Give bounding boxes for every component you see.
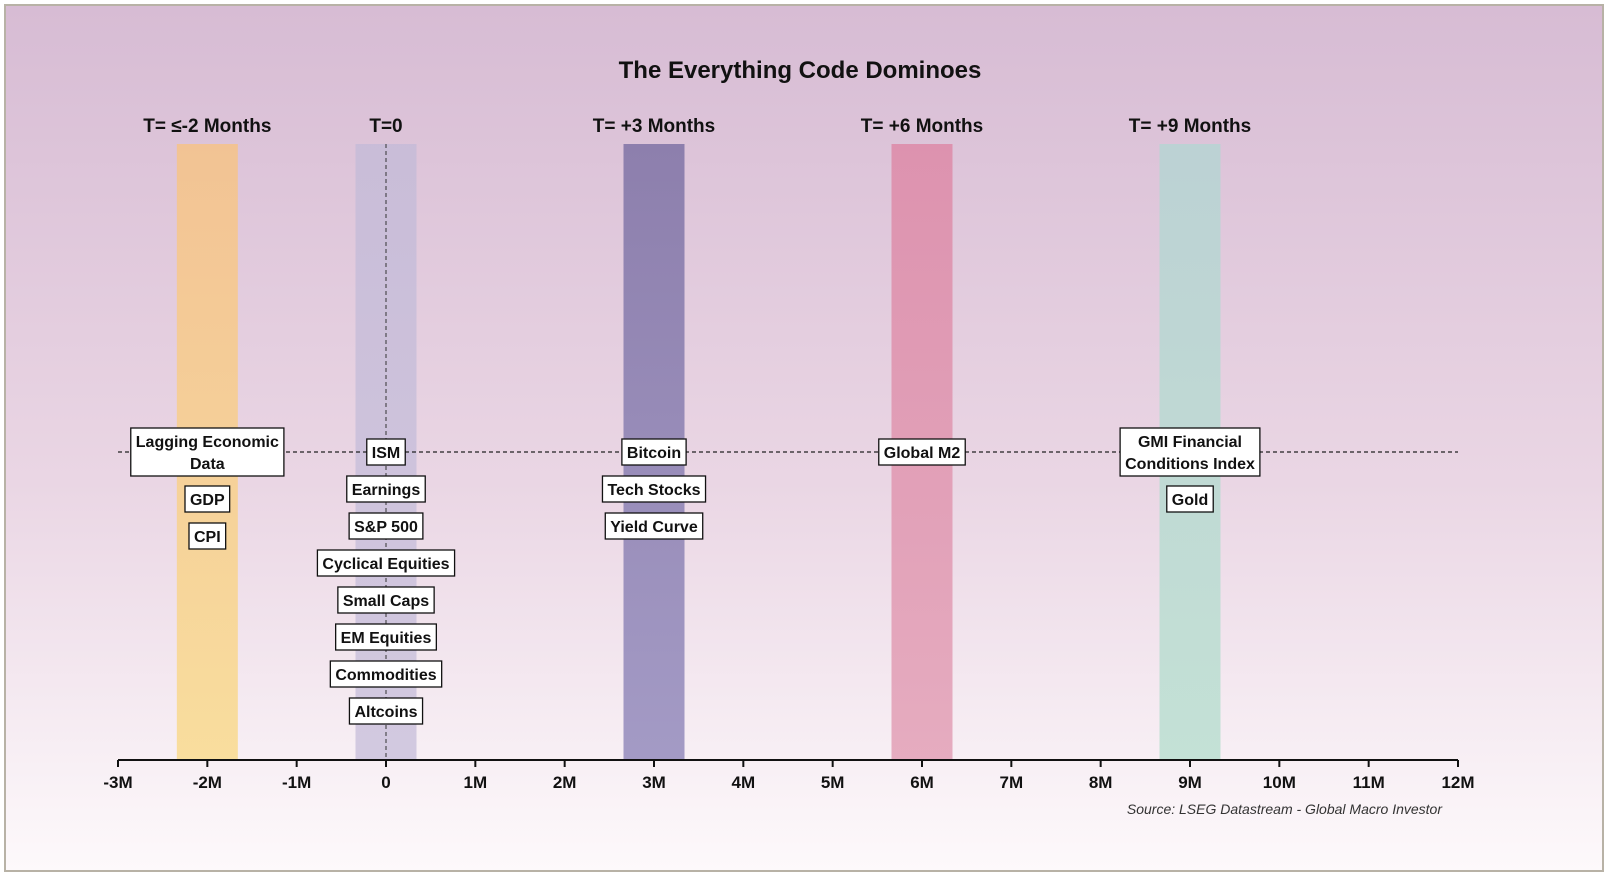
label-box-global-m2: Global M2 — [878, 438, 966, 466]
x-tick-label: 4M — [732, 773, 756, 792]
source-note: Source: LSEG Datastream - Global Macro I… — [1127, 801, 1443, 817]
column-header: T= +6 Months — [861, 116, 983, 137]
label-box-em-equities: EM Equities — [335, 623, 437, 651]
label-box-gdp: GDP — [184, 485, 231, 513]
column-header: T= +3 Months — [593, 116, 715, 137]
label-box-ism: ISM — [366, 438, 406, 466]
label-box-text: GDP — [190, 492, 225, 509]
label-box-earnings: Earnings — [346, 475, 426, 503]
chart-svg: T= ≤-2 Months T=0 T= +3 Months T= +6 Months… — [6, 6, 1602, 870]
label-box-frame — [188, 522, 227, 550]
label-box-commodities: Commodities — [329, 660, 443, 688]
label-box-text: Gold — [1172, 492, 1208, 509]
label-box-text: EM Equities — [341, 630, 432, 647]
label-box-text: Commodities — [335, 667, 436, 684]
column-header: T= +9 Months — [1129, 116, 1251, 137]
label-box-frame — [878, 438, 966, 466]
x-tick-label: -1M — [282, 773, 311, 792]
x-tick-label: 6M — [910, 773, 934, 792]
label-box-bitcoin: Bitcoin — [621, 438, 687, 466]
x-tick-label: -2M — [193, 773, 222, 792]
label-box-frame — [337, 586, 435, 614]
label-box-frame — [316, 549, 456, 577]
label-box-text: Global M2 — [884, 445, 961, 462]
x-tick-label: 11M — [1353, 773, 1385, 792]
x-tick-label: 1M — [464, 773, 488, 792]
x-tick-label: 5M — [821, 773, 845, 792]
label-box-frame — [366, 438, 406, 466]
column-header: T=0 — [369, 116, 402, 137]
label-box-text: Earnings — [352, 482, 421, 499]
x-tick-label: 12M — [1441, 773, 1474, 792]
column-header: T= ≤-2 Months — [143, 116, 271, 137]
label-box-text: Tech Stocks — [607, 482, 700, 499]
label-box-frame — [1166, 485, 1214, 513]
x-tick-label: 3M — [642, 773, 666, 792]
label-box-tech-stocks: Tech Stocks — [601, 475, 707, 503]
label-box-frame — [1119, 427, 1261, 477]
label-box-small-caps: Small Caps — [337, 586, 435, 614]
label-box-frame — [621, 438, 687, 466]
x-tick-label: 2M — [553, 773, 577, 792]
label-box-cpi: CPI — [188, 522, 227, 550]
label-box-text: S&P 500 — [354, 519, 418, 536]
label-box-text: Conditions Index — [1125, 456, 1255, 473]
x-tick-label: 8M — [1089, 773, 1113, 792]
x-tick-label: 10M — [1263, 773, 1296, 792]
label-box-frame — [184, 485, 231, 513]
label-box-frame — [348, 697, 424, 725]
label-box-gold: Gold — [1166, 485, 1214, 513]
label-box-s-p-500: S&P 500 — [348, 512, 424, 540]
label-box-text: Data — [190, 456, 225, 473]
label-box-text: Lagging Economic — [136, 434, 279, 451]
label-box-text: Yield Curve — [610, 519, 698, 536]
label-box-altcoins: Altcoins — [348, 697, 424, 725]
label-box-text: CPI — [194, 529, 221, 546]
x-tick-label: -3M — [103, 773, 132, 792]
label-box-frame — [601, 475, 707, 503]
label-box-frame — [130, 427, 285, 477]
label-box-text: ISM — [372, 445, 400, 462]
label-box-cyclical-equities: Cyclical Equities — [316, 549, 456, 577]
label-box-frame — [335, 623, 437, 651]
label-box-lagging-economic-data: Lagging Economic Data — [130, 427, 285, 477]
label-box-frame — [329, 660, 443, 688]
label-box-text: GMI Financial — [1138, 434, 1242, 451]
label-box-text: Bitcoin — [627, 445, 681, 462]
label-box-frame — [604, 512, 704, 540]
label-box-text: Small Caps — [343, 593, 429, 610]
label-box-text: Cyclical Equities — [322, 556, 449, 573]
x-tick-label: 7M — [1000, 773, 1024, 792]
x-tick-label: 9M — [1178, 773, 1202, 792]
x-tick-label: 0 — [381, 773, 390, 792]
label-box-frame — [348, 512, 424, 540]
label-box-gmi-financial-conditions-index: GMI Financial Conditions Index — [1119, 427, 1261, 477]
chart-frame: T= ≤-2 Months T=0 T= +3 Months T= +6 Months… — [4, 4, 1604, 872]
label-box-yield-curve: Yield Curve — [604, 512, 704, 540]
label-box-text: Altcoins — [354, 704, 417, 721]
chart-title: The Everything Code Dominoes — [619, 57, 982, 84]
label-box-frame — [346, 475, 426, 503]
